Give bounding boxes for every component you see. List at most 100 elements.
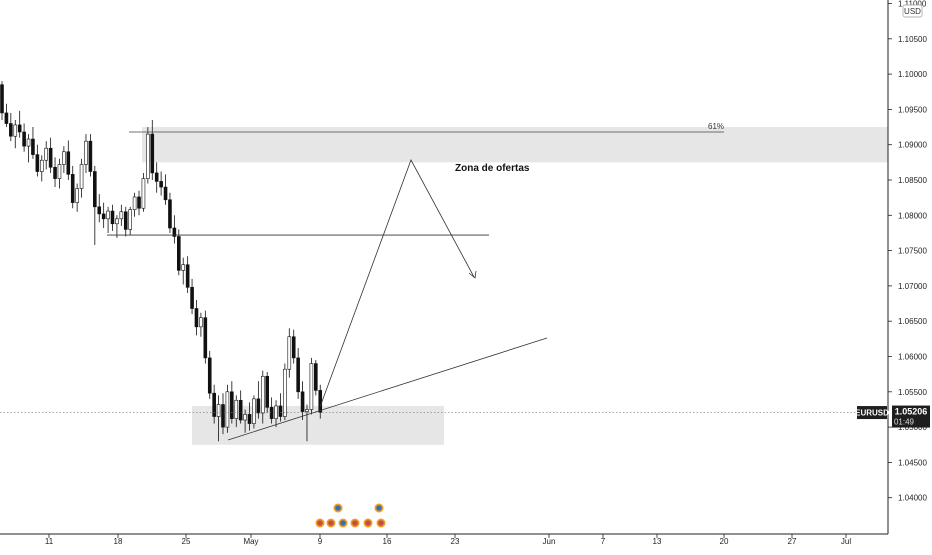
time-tick-label: 7: [601, 537, 606, 546]
candle: [17, 110, 22, 138]
candle: [119, 204, 124, 226]
candle: [163, 174, 168, 205]
candle: [150, 119, 155, 180]
time-tick-label: 20: [720, 537, 729, 546]
candle: [137, 190, 141, 216]
price-tick-label: 1.11000: [898, 0, 927, 9]
us-flag-icon: [328, 520, 334, 526]
economic-events[interactable]: [315, 503, 386, 528]
candle: [177, 229, 181, 276]
candle: [79, 158, 84, 198]
candle: [194, 300, 199, 336]
price-tick-label: 1.04500: [898, 458, 927, 467]
currency-badge[interactable]: [902, 4, 923, 18]
event-flag-icon: [340, 520, 346, 526]
last-price-tag: [892, 405, 930, 428]
candle: [256, 381, 261, 419]
candle: [123, 206, 128, 237]
candle: [278, 393, 283, 422]
price-tick-label: 1.08500: [898, 176, 927, 185]
candle: [22, 123, 26, 152]
candle: [110, 204, 115, 231]
candle: [101, 202, 106, 229]
time-tick-label: May: [243, 537, 258, 546]
candle: [132, 192, 137, 217]
time-tick-label: 25: [182, 537, 191, 546]
candle: [314, 360, 318, 396]
symbol-label: EURUSD: [855, 409, 889, 418]
candle: [260, 370, 265, 424]
candle: [39, 155, 44, 182]
projection-arrowhead: [468, 270, 477, 279]
price-tick-label: 1.05500: [898, 388, 927, 397]
us-flag-icon: [378, 520, 384, 526]
us-flag-icon: [317, 520, 323, 526]
time-tick-label: Jul: [841, 537, 851, 546]
price-tick-label: 1.06000: [898, 353, 927, 362]
candle: [287, 328, 292, 378]
candle: [207, 350, 212, 399]
candle: [48, 137, 53, 173]
event-flag-icon: [335, 505, 341, 511]
candle: [88, 134, 93, 177]
candle: [234, 395, 239, 428]
price-axis[interactable]: 1.11000 1.10500 1.10000 1.09500 1.09000 1.085…: [888, 0, 927, 503]
candle: [221, 393, 225, 435]
candle: [230, 381, 234, 424]
symbol-tag: [857, 406, 887, 420]
bar-countdown: 01:49: [894, 418, 915, 427]
last-price-value: 1.05206: [895, 407, 928, 417]
candle: [146, 127, 150, 184]
candle: [31, 127, 35, 159]
candle: [309, 357, 314, 415]
time-tick-label: 13: [653, 537, 662, 546]
candle: [128, 206, 132, 236]
ascending-trendline[interactable]: [227, 337, 548, 441]
candle: [247, 402, 252, 431]
zone-label: Zona de ofertas: [455, 163, 530, 174]
projection-path[interactable]: [319, 159, 475, 408]
price-tick-label: 1.04000: [898, 494, 927, 503]
demand-zone[interactable]: [192, 405, 444, 445]
us-flag-icon: [365, 520, 371, 526]
candle: [35, 144, 40, 177]
candle: [291, 329, 296, 364]
candle: [0, 81, 4, 120]
candle: [265, 372, 270, 413]
time-tick-label: 27: [788, 537, 797, 546]
candle: [203, 310, 208, 364]
candles: [0, 81, 323, 442]
time-tick-label: 23: [451, 537, 460, 546]
candle: [305, 404, 309, 442]
price-tick-label: 1.10000: [898, 70, 927, 79]
candle: [66, 140, 71, 180]
candle: [62, 146, 66, 173]
candle: [75, 183, 79, 212]
event-flag-icon: [376, 505, 382, 511]
candle: [159, 171, 163, 196]
candle: [44, 141, 49, 170]
candle: [53, 157, 57, 188]
price-tick-label: 1.05000: [898, 423, 927, 432]
currency-label: USD: [904, 7, 921, 16]
time-tick-label: 9: [318, 537, 323, 546]
candle: [252, 395, 256, 429]
candle: [115, 215, 119, 238]
candle: [181, 257, 186, 285]
supply-zone[interactable]: [142, 127, 888, 163]
candle: [225, 384, 230, 433]
drawings[interactable]: 61% Zona de ofertas: [107, 122, 724, 441]
candle: [168, 192, 172, 233]
candle: [106, 206, 110, 233]
price-tick-label: 1.09000: [898, 141, 927, 150]
candle: [216, 395, 221, 442]
price-tick-label: 1.07500: [898, 247, 927, 256]
time-axis[interactable]: 11 18 25 May 9 16 23 Jun 7 13 20 27 Jul: [45, 534, 851, 546]
candle: [283, 363, 287, 421]
candle: [57, 158, 62, 189]
candle: [185, 256, 190, 293]
candle: [154, 162, 159, 193]
us-flag-icon: [352, 520, 358, 526]
